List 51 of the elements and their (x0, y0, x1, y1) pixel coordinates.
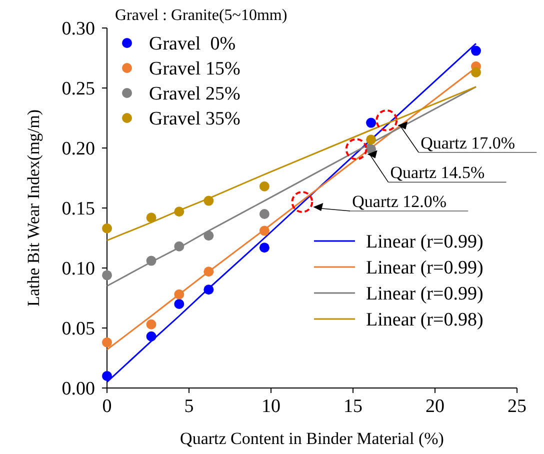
annotation: Quartz 12.0% (352, 192, 447, 211)
legend-label: Gravel 25% (149, 84, 240, 105)
y-tick-label: 0.30 (62, 18, 95, 40)
point (259, 226, 270, 236)
point (174, 299, 184, 309)
point (146, 256, 156, 266)
x-tick-label: 0 (102, 396, 112, 417)
point (174, 289, 184, 300)
point (471, 67, 481, 78)
point (102, 223, 112, 234)
y-tick-label: 0.25 (62, 78, 95, 100)
annotation: Quartz 17.0% (420, 133, 516, 152)
point (146, 212, 156, 223)
y-tick-label: 0.20 (62, 138, 95, 160)
legend-label: Linear (r=0.99) (366, 258, 484, 279)
point (102, 337, 112, 348)
point (174, 241, 184, 252)
y-axis-title: Lathe Bit Wear Index(mg/m) (24, 109, 43, 307)
y-tick-label: 0.10 (62, 258, 95, 280)
legend-label: Linear (r=0.99) (366, 232, 484, 253)
point (366, 134, 376, 145)
legend-label: Linear (r=0.99) (366, 284, 484, 305)
x-tick-label: 10 (262, 396, 280, 417)
point (204, 196, 214, 206)
x-tick-label: 25 (508, 396, 526, 417)
point (259, 181, 270, 192)
point (259, 242, 270, 253)
x-tick-label: 5 (184, 396, 194, 417)
x-tick-label: 20 (426, 396, 444, 417)
legend-label: Gravel 15% (149, 58, 240, 80)
legend-label: Gravel 35% (149, 108, 240, 130)
point (471, 46, 481, 56)
legend-label: Gravel 0% (149, 34, 236, 55)
point (204, 230, 214, 241)
point (366, 118, 376, 128)
x-axis-title: Quartz Content in Binder Material (%) (180, 429, 444, 448)
x-tick-label: 15 (344, 396, 362, 417)
y-tick-label: 0.00 (62, 378, 95, 400)
point (146, 331, 156, 342)
point (259, 209, 270, 219)
point (102, 270, 112, 280)
legend-title: Gravel : Granite(5~10mm) (115, 7, 288, 24)
y-tick-label: 0.05 (62, 318, 95, 340)
point (102, 371, 112, 381)
y-tick-label: 0.15 (62, 198, 95, 220)
legend-label: Linear (r=0.98) (366, 310, 484, 331)
annotation: Quartz 14.5% (390, 163, 485, 182)
point (204, 266, 214, 277)
point (174, 206, 184, 217)
point (146, 319, 156, 330)
point (204, 284, 214, 295)
